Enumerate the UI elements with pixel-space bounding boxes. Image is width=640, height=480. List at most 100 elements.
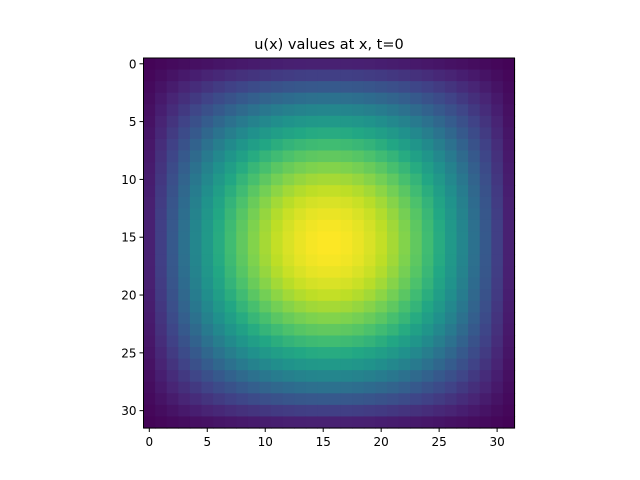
heatmap-cell: [398, 69, 411, 82]
heatmap-cell: [340, 358, 353, 371]
heatmap-cell: [363, 300, 376, 313]
heatmap-cell: [143, 58, 156, 71]
heatmap-cell: [236, 370, 249, 383]
heatmap-cell: [433, 312, 446, 325]
heatmap-cell: [282, 196, 295, 209]
heatmap-cell: [410, 323, 423, 337]
heatmap-cell: [410, 196, 423, 209]
heatmap-cell: [247, 219, 261, 233]
heatmap-cell: [166, 393, 179, 406]
heatmap-cell: [375, 404, 388, 418]
heatmap-cell: [166, 58, 179, 71]
heatmap-cell: [491, 138, 504, 152]
heatmap-cell: [433, 81, 446, 94]
heatmap-cell: [421, 347, 434, 360]
heatmap-cell: [317, 196, 330, 209]
heatmap-cell: [271, 150, 284, 163]
heatmap-cell: [421, 404, 434, 418]
heatmap-cell: [468, 243, 481, 256]
heatmap-cell: [317, 92, 330, 105]
heatmap-cell: [143, 254, 156, 267]
heatmap-cell: [479, 381, 492, 394]
heatmap-cell: [386, 162, 400, 175]
heatmap-cell: [224, 300, 237, 313]
heatmap-cell: [247, 138, 261, 152]
heatmap-cell: [386, 208, 400, 221]
heatmap-cell: [352, 127, 365, 140]
heatmap-cell: [502, 138, 516, 152]
heatmap-cell: [143, 370, 156, 383]
heatmap-cell: [410, 254, 423, 267]
heatmap-cell: [444, 312, 458, 325]
heatmap-cell: [201, 254, 214, 267]
heatmap-cell: [375, 347, 388, 360]
heatmap-cell: [224, 115, 237, 128]
heatmap-cell: [340, 277, 353, 290]
heatmap-cell: [201, 208, 214, 221]
heatmap-cell: [444, 150, 458, 163]
heatmap-cell: [329, 381, 342, 394]
heatmap-cell: [213, 277, 226, 290]
heatmap-cell: [456, 104, 469, 117]
heatmap-cell: [305, 208, 318, 221]
heatmap-cell: [259, 173, 272, 186]
heatmap-cell: [386, 323, 400, 337]
heatmap-cell: [259, 150, 272, 163]
heatmap-cell: [282, 393, 295, 406]
heatmap-cell: [329, 300, 342, 313]
heatmap-cell: [352, 173, 365, 186]
heatmap-cell: [271, 69, 284, 82]
heatmap-cell: [271, 277, 284, 290]
y-tick-label: 5: [129, 115, 137, 129]
heatmap-cell: [166, 185, 179, 198]
heatmap-cell: [189, 243, 203, 256]
heatmap-cell: [456, 58, 469, 71]
heatmap-cell: [305, 254, 318, 267]
heatmap-cell: [444, 370, 458, 383]
heatmap-cell: [166, 69, 179, 82]
heatmap-cell: [352, 370, 365, 383]
heatmap-cell: [375, 92, 388, 105]
heatmap-cell: [329, 208, 342, 221]
heatmap-cell: [271, 162, 284, 175]
heatmap-cell: [410, 69, 423, 82]
heatmap-cell: [363, 370, 376, 383]
heatmap-cell: [317, 266, 330, 279]
heatmap-cell: [410, 127, 423, 140]
heatmap-cell: [340, 289, 353, 302]
heatmap-cell: [294, 277, 307, 290]
heatmap-cell: [456, 138, 469, 152]
y-tick-label: 20: [121, 289, 136, 303]
heatmap-cell: [271, 335, 284, 348]
heatmap-cell: [444, 104, 458, 117]
heatmap-cell: [398, 231, 411, 244]
heatmap-cell: [236, 381, 249, 394]
heatmap-cell: [421, 185, 434, 198]
heatmap-cell: [305, 150, 318, 163]
heatmap-cell: [236, 393, 249, 406]
heatmap-cell: [259, 416, 272, 429]
heatmap-cell: [479, 162, 492, 175]
heatmap-cell: [352, 243, 365, 256]
heatmap-cell: [155, 393, 168, 406]
heatmap-cell: [479, 58, 492, 71]
heatmap-cell: [224, 92, 237, 105]
heatmap-cell: [259, 104, 272, 117]
heatmap-cell: [178, 231, 191, 244]
heatmap-cell: [410, 81, 423, 94]
heatmap-cell: [386, 127, 400, 140]
heatmap-cell: [155, 104, 168, 117]
heatmap-cell: [271, 323, 284, 337]
heatmap-cell: [375, 254, 388, 267]
heatmap-cell: [340, 300, 353, 313]
heatmap-cell: [166, 208, 179, 221]
heatmap-cell: [201, 266, 214, 279]
heatmap-cell: [340, 347, 353, 360]
heatmap-cell: [178, 115, 191, 128]
heatmap-cell: [386, 312, 400, 325]
heatmap-cell: [491, 81, 504, 94]
heatmap-cell: [224, 162, 237, 175]
heatmap-cell: [271, 416, 284, 429]
heatmap-cell: [178, 358, 191, 371]
